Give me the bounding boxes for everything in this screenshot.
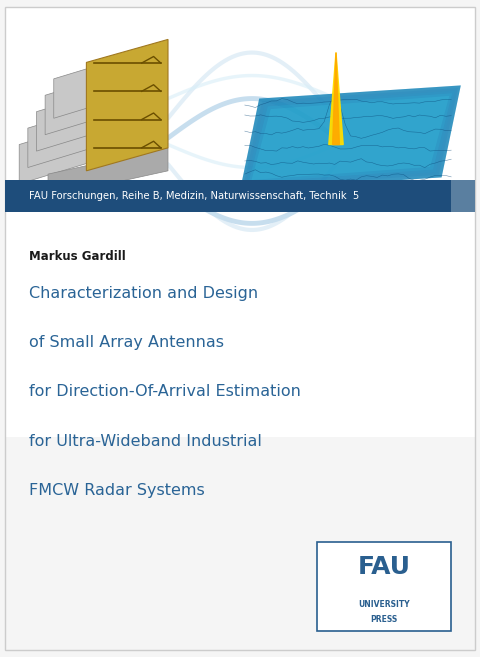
Text: FAU Forschungen, Reihe B, Medizin, Naturwissenschaft, Technik  5: FAU Forschungen, Reihe B, Medizin, Natur… (29, 191, 359, 201)
Polygon shape (329, 53, 343, 145)
Bar (451, 180, 475, 212)
Text: FAU: FAU (358, 555, 410, 579)
Polygon shape (246, 91, 455, 185)
Text: FMCW Radar Systems: FMCW Radar Systems (29, 483, 204, 498)
Text: Markus Gardill: Markus Gardill (29, 250, 126, 263)
Polygon shape (45, 69, 132, 135)
Bar (317, 542, 451, 631)
Polygon shape (252, 96, 449, 180)
Polygon shape (249, 93, 452, 183)
Bar (5, 7, 475, 437)
Polygon shape (36, 85, 123, 151)
Text: for Direction-Of-Arrival Estimation: for Direction-Of-Arrival Estimation (29, 384, 300, 399)
Text: for Ultra-Wideband Industrial: for Ultra-Wideband Industrial (29, 434, 262, 449)
Polygon shape (240, 85, 461, 191)
Text: UNIVERSITY: UNIVERSITY (358, 600, 410, 608)
Text: Characterization and Design: Characterization and Design (29, 286, 258, 301)
Polygon shape (54, 53, 140, 118)
Polygon shape (243, 88, 458, 188)
Text: of Small Array Antennas: of Small Array Antennas (29, 335, 224, 350)
Polygon shape (28, 102, 114, 168)
Polygon shape (19, 118, 106, 184)
Polygon shape (48, 148, 168, 197)
Text: PRESS: PRESS (371, 615, 397, 623)
Polygon shape (333, 53, 339, 145)
Polygon shape (86, 39, 168, 171)
Polygon shape (240, 85, 461, 191)
Bar (5, 180, 451, 212)
